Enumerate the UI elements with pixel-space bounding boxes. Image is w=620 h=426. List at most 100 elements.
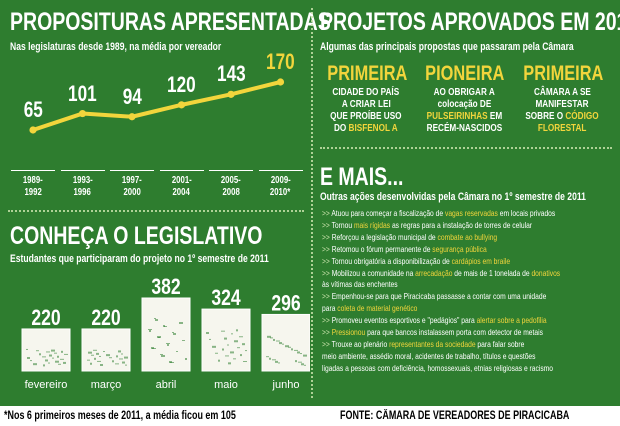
bar-texture — [212, 345, 216, 348]
bar-texture — [282, 343, 284, 345]
bar-texture — [54, 352, 57, 354]
bar-texture — [91, 354, 94, 356]
list-item: >> Promoveu eventos esportivos e "pedági… — [322, 315, 547, 326]
source-credit: FONTE: CÂMARA DE VEREADORES DE PIRACICAB… — [340, 410, 570, 422]
bar-texture — [90, 362, 92, 365]
list-item: >> Empenhou-se para que Piracicaba passa… — [322, 291, 547, 302]
bar-texture — [42, 356, 46, 358]
bar-texture — [52, 357, 54, 359]
projects-title: PROJETOS APROVADOS EM 2011 — [320, 8, 620, 36]
bar-texture — [242, 343, 245, 346]
bar-texture — [115, 363, 119, 365]
bar-texture — [152, 348, 156, 349]
bar-texture — [51, 349, 55, 352]
line-chart-x-axis: 1989- 1992 1993- 1996 1997- 2000 2001- 2004 2005… — [0, 0, 310, 220]
more-subtitle: Outras ações desenvolvidas pela Câmara n… — [320, 191, 586, 203]
bar-texture — [173, 333, 176, 335]
data-point — [177, 101, 186, 109]
bar-texture — [234, 340, 238, 343]
bar-texture — [224, 337, 227, 340]
bar-texture — [109, 357, 112, 359]
bar-texture — [103, 351, 105, 353]
project-1-heading: PRIMEIRA — [327, 62, 408, 85]
footnote: *Nos 6 primeiros meses de 2011, a média … — [4, 410, 236, 422]
value-label: 120 — [167, 71, 196, 97]
bar-texture — [125, 364, 127, 366]
bar-texture — [279, 342, 282, 345]
bar-texture — [33, 363, 37, 366]
list-item: >> Mobilizou a comunidade na arrecadação… — [322, 267, 561, 278]
bar-texture — [273, 338, 275, 341]
list-item-continuation: ligadas a pessoas com deficiência, homos… — [322, 362, 554, 373]
data-point — [276, 78, 285, 86]
value-label: 143 — [216, 61, 246, 87]
actions-list: >> Atuou para começar a fiscalização de … — [322, 208, 614, 375]
bar-texture — [170, 362, 174, 363]
line-chart-value-labels: 65 101 94 120 143 170 — [0, 0, 310, 220]
bar-texture — [96, 352, 99, 355]
bar-texture — [266, 356, 269, 358]
bar-texture — [291, 348, 293, 351]
bar-texture — [99, 355, 101, 357]
data-point — [128, 113, 136, 121]
bar-texture — [179, 322, 183, 324]
x-tick-label: junho — [272, 379, 300, 391]
bar-texture — [215, 352, 218, 354]
bar-rect — [141, 297, 191, 372]
bar-texture — [87, 359, 90, 361]
bar-texture — [237, 347, 240, 349]
bar-texture — [48, 362, 50, 364]
bar-texture — [225, 355, 229, 357]
bar-texture — [154, 318, 156, 319]
bar-texture — [49, 354, 52, 357]
project-1-text: CIDADE DO PAÍS A CRIAR LEI QUE PROÍBE US… — [330, 86, 402, 134]
bar-texture — [276, 340, 280, 342]
bar-texture — [300, 353, 302, 355]
bar-texture — [294, 349, 298, 351]
bar-texture — [116, 355, 118, 358]
bar-texture — [164, 326, 167, 327]
bar-texture — [227, 344, 229, 346]
bar-texture — [63, 361, 66, 364]
list-item: >> Reforçou a legislação municipal de co… — [322, 231, 498, 242]
bar-value-label: 220 — [31, 306, 60, 330]
bar-texture — [167, 344, 169, 346]
bar — [81, 328, 131, 372]
bar-texture — [94, 357, 96, 360]
bar-texture — [106, 354, 110, 357]
bar-texture — [297, 351, 300, 354]
list-item: >> Retomou o fórum permanente de seguran… — [322, 243, 487, 254]
bar-value-label: 296 — [271, 292, 300, 316]
bar-texture — [26, 348, 28, 350]
bar-texture — [272, 359, 276, 361]
bar-texture — [55, 360, 59, 363]
bar-texture — [218, 359, 220, 362]
list-item-continuation: meio ambiente, assédio moral, acidentes … — [322, 350, 536, 361]
bar-texture — [161, 355, 165, 357]
project-3-text: CÂMARA A SE MANIFESTAR SOBRE O CÓDIGO FL… — [525, 86, 599, 134]
bar-texture — [176, 351, 178, 352]
more-title: E MAIS... — [320, 163, 404, 191]
bar-chart: 220 fevereiro 220 março 382 abril 324 maio 296 ju… — [21, 275, 310, 391]
bar-texture — [36, 350, 39, 352]
bar-texture — [231, 333, 233, 335]
bar-texture — [121, 353, 123, 355]
bar-texture — [185, 358, 187, 360]
bar-texture — [295, 360, 297, 363]
list-item-continuation: às vítimas das enchentes — [322, 279, 398, 290]
bar-texture — [270, 337, 273, 339]
left-divider — [8, 210, 304, 212]
x-tick-label: fevereiro — [25, 379, 68, 391]
bar-value-label: 324 — [211, 286, 240, 310]
bar-texture — [222, 348, 224, 351]
bar-texture — [245, 350, 247, 352]
x-tick-label: 2001- 2004 — [159, 170, 204, 199]
bar-texture — [182, 340, 185, 341]
bar-texture — [236, 329, 238, 332]
bar-texture — [64, 353, 68, 355]
bar-texture — [112, 360, 114, 363]
bar-texture — [119, 358, 123, 360]
bar-texture — [288, 346, 291, 348]
bar — [21, 328, 71, 372]
data-point — [29, 126, 37, 134]
